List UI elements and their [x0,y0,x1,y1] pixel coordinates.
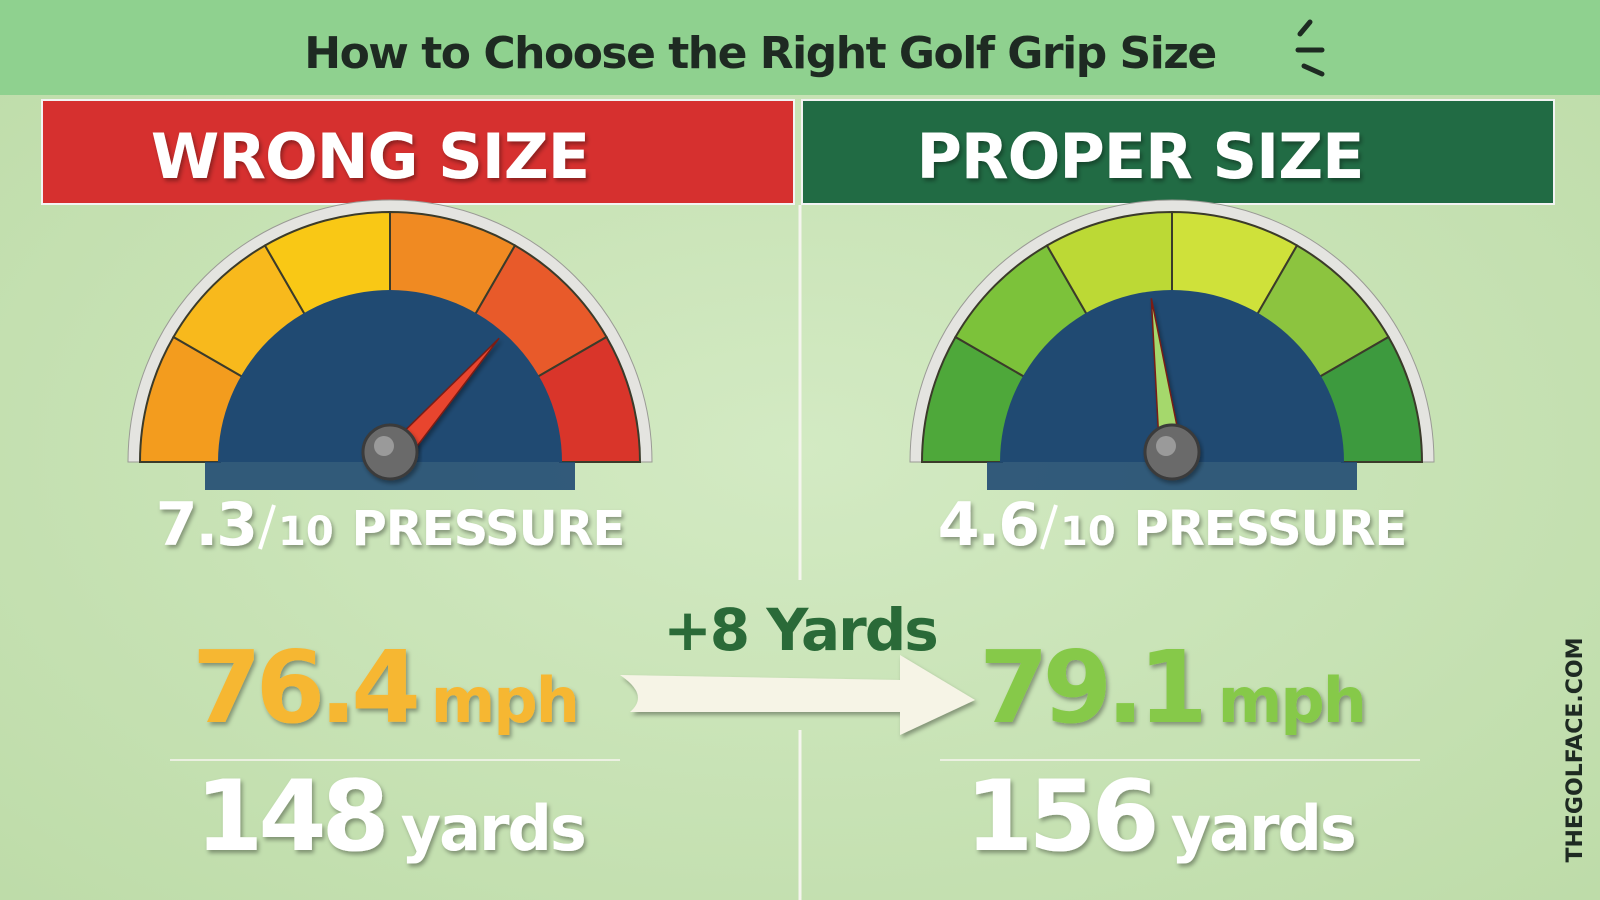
pressure-value: 7.3 [156,490,256,560]
panel-heading: WRONG SIZE [151,120,589,193]
speed-unit: mph [1218,664,1365,737]
title-bar [0,0,1600,95]
speed-unit: mph [431,664,578,737]
title-icon [1295,19,1325,77]
pressure-scale: 10 [278,509,334,555]
speed-value: 79.1 [979,629,1202,746]
slash [258,504,276,550]
distance-unit: yards [401,792,585,865]
gauge-face [218,290,562,462]
gauge-face [1000,290,1344,462]
distance-value: 148 [195,760,385,874]
pressure-value: 4.6 [938,490,1038,560]
gain-label: +8 Yards [663,596,937,664]
gauge-hub-shine [374,436,394,456]
distance-value: 156 [965,760,1155,874]
gain-arrow [620,655,975,735]
distance-unit: yards [1171,792,1355,865]
page-title: How to Choose the Right Golf Grip Size [304,28,1216,79]
pressure-gauge [127,199,653,490]
speed-value: 76.4 [192,629,416,746]
watermark: THEGOLFACE.COM [1563,637,1588,862]
pressure-scale: 10 [1060,509,1116,555]
pressure-label: PRESSURE [352,501,625,557]
panel-heading: PROPER SIZE [916,120,1363,193]
gauge-hub-shine [1156,436,1176,456]
wrong-header-box [41,99,795,205]
slash [1040,504,1058,550]
pressure-label: PRESSURE [1134,501,1407,557]
pressure-gauge [909,199,1435,490]
